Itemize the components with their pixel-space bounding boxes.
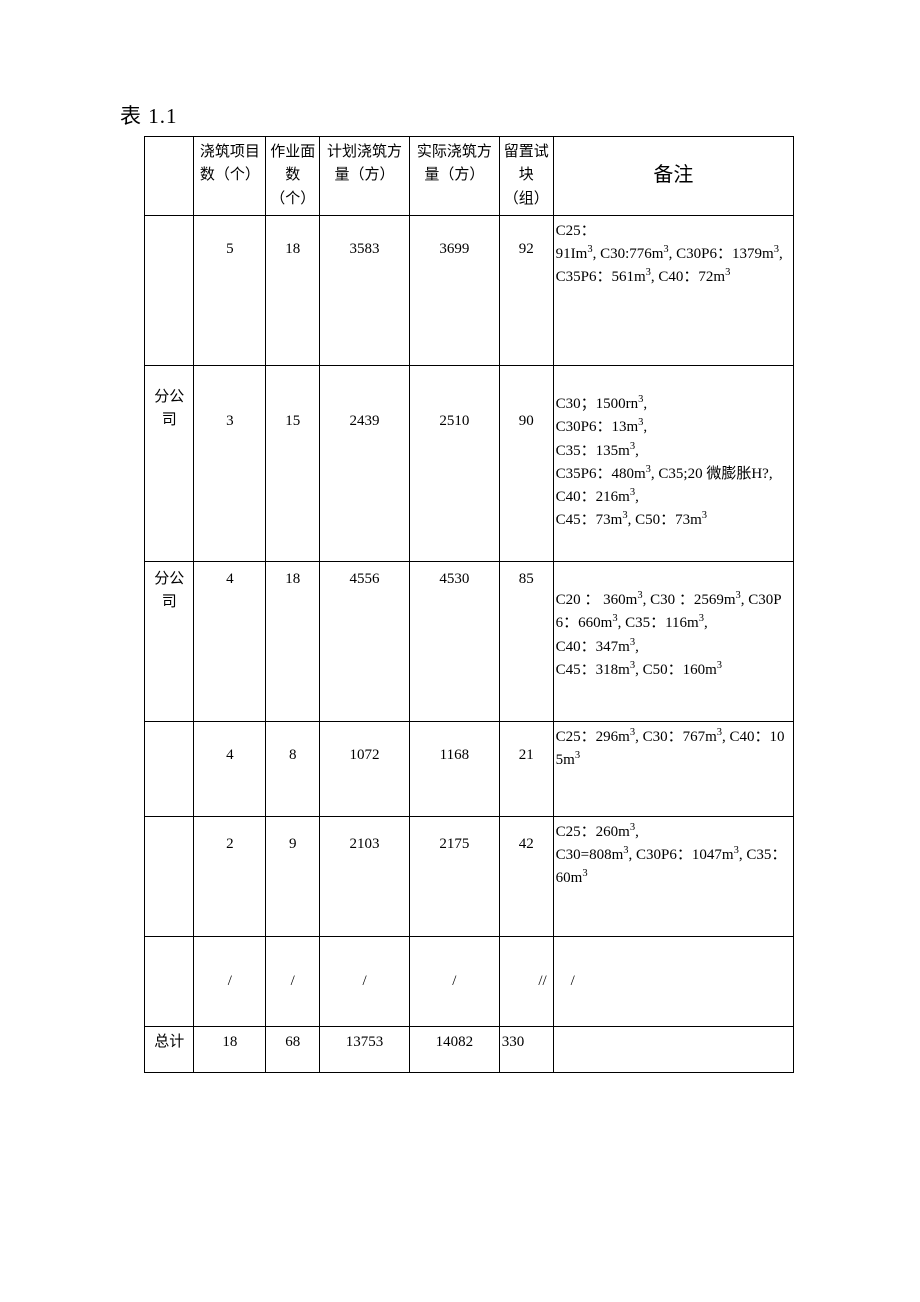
cell-remark: C25：91Im3, C30:776m3, C30P6：1379m3, C35P… (553, 215, 793, 365)
cell-plan: 3583 (320, 215, 410, 365)
cell-c0 (145, 721, 194, 816)
cell-blocks: // (499, 936, 553, 1026)
total-blocks: 330 (499, 1026, 553, 1072)
cell-proj: 5 (194, 215, 266, 365)
cell-plan: / (320, 936, 410, 1026)
cell-actual: 3699 (409, 215, 499, 365)
cell-actual: 2175 (409, 816, 499, 936)
cell-plan: 2103 (320, 816, 410, 936)
col-header-actual: 实际浇筑方量（方） (409, 137, 499, 216)
col-header-blocks: 留置试块（组） (499, 137, 553, 216)
cell-face: 9 (266, 816, 320, 936)
cell-plan: 2439 (320, 365, 410, 561)
cell-c0 (145, 936, 194, 1026)
table-row: 分公司 4 18 4556 4530 85 C20 ： 360m3, C30 ：… (145, 561, 794, 721)
cell-blocks: 21 (499, 721, 553, 816)
cell-proj: 2 (194, 816, 266, 936)
cell-actual: 1168 (409, 721, 499, 816)
table-row: 5 18 3583 3699 92 C25：91Im3, C30:776m3, … (145, 215, 794, 365)
cell-blocks: 92 (499, 215, 553, 365)
cell-actual: / (409, 936, 499, 1026)
header-row: 浇筑项目数（个） 作业面数（个） 计划浇筑方量（方） 实际浇筑方量（方） 留置试… (145, 137, 794, 216)
cell-proj: 4 (194, 561, 266, 721)
cell-proj: 4 (194, 721, 266, 816)
col-header-plan: 计划浇筑方量（方） (320, 137, 410, 216)
cell-blocks: 42 (499, 816, 553, 936)
cell-remark: / (553, 936, 793, 1026)
cell-blocks: 85 (499, 561, 553, 721)
col-header-proj: 浇筑项目数（个） (194, 137, 266, 216)
cell-plan: 4556 (320, 561, 410, 721)
cell-face: 18 (266, 215, 320, 365)
cell-face: 15 (266, 365, 320, 561)
cell-remark: C20 ： 360m3, C30 ：2569m3, C30P6：660m3, C… (553, 561, 793, 721)
total-face: 68 (266, 1026, 320, 1072)
cell-c0: 分公司 (145, 561, 194, 721)
total-label: 总计 (145, 1026, 194, 1072)
table-row: 2 9 2103 2175 42 C25：260m3,C30=808m3, C3… (145, 816, 794, 936)
data-table: 浇筑项目数（个） 作业面数（个） 计划浇筑方量（方） 实际浇筑方量（方） 留置试… (144, 136, 794, 1073)
col-header-remark: 备注 (553, 137, 793, 216)
cell-face: / (266, 936, 320, 1026)
total-actual: 14082 (409, 1026, 499, 1072)
cell-proj: / (194, 936, 266, 1026)
cell-actual: 2510 (409, 365, 499, 561)
cell-c0 (145, 816, 194, 936)
total-remark (553, 1026, 793, 1072)
cell-remark: C25：296m3, C30：767m3, C40：105m3 (553, 721, 793, 816)
total-row: 总计 18 68 13753 14082 330 (145, 1026, 794, 1072)
col-header-blank (145, 137, 194, 216)
cell-face: 8 (266, 721, 320, 816)
table-row: 4 8 1072 1168 21 C25：296m3, C30：767m3, C… (145, 721, 794, 816)
table-row: / / / / // / (145, 936, 794, 1026)
col-header-face: 作业面数（个） (266, 137, 320, 216)
cell-proj: 3 (194, 365, 266, 561)
table-row: 分公司 3 15 2439 2510 90 C30；1500rn3,C30P6：… (145, 365, 794, 561)
cell-plan: 1072 (320, 721, 410, 816)
cell-face: 18 (266, 561, 320, 721)
cell-c0: 分公司 (145, 365, 194, 561)
cell-c0 (145, 215, 194, 365)
cell-blocks: 90 (499, 365, 553, 561)
total-plan: 13753 (320, 1026, 410, 1072)
total-proj: 18 (194, 1026, 266, 1072)
table-caption: 表 1.1 (120, 100, 800, 130)
cell-remark: C30；1500rn3,C30P6：13m3,C35：135m3,C35P6：4… (553, 365, 793, 561)
cell-actual: 4530 (409, 561, 499, 721)
cell-remark: C25：260m3,C30=808m3, C30P6：1047m3, C35：6… (553, 816, 793, 936)
